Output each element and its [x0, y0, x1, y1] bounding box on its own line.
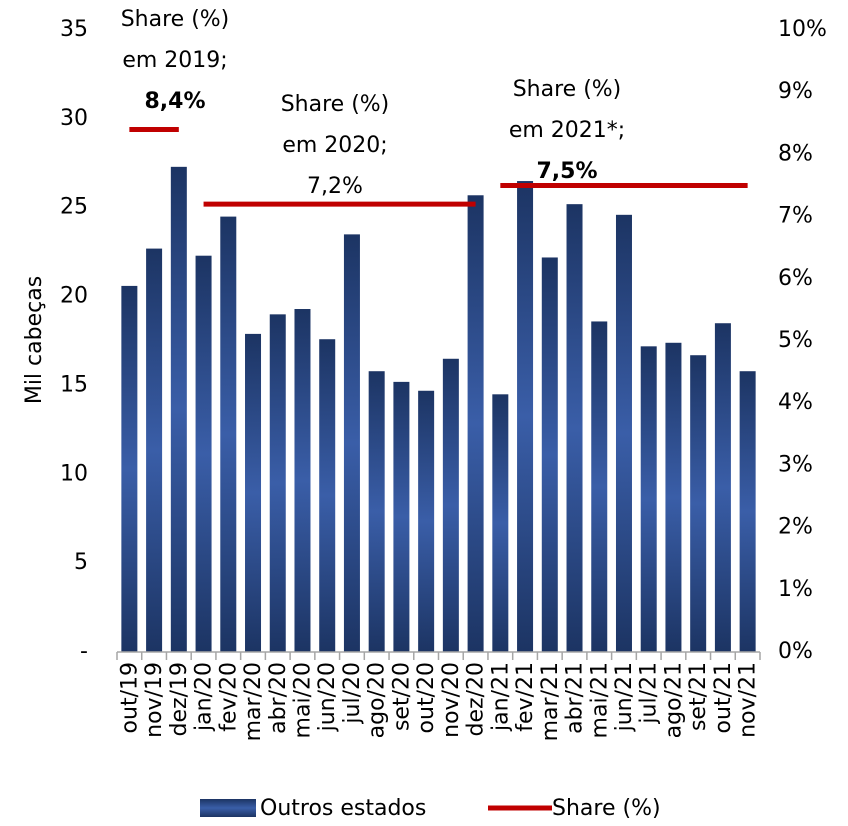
x-tick-label: nov/20	[439, 662, 464, 738]
y-tick-label: 5	[74, 550, 88, 575]
x-tick-label: jun/20	[315, 662, 340, 732]
y2-tick-label: 9%	[778, 79, 813, 104]
bar	[517, 181, 534, 653]
bar	[442, 358, 459, 652]
bar	[220, 216, 237, 652]
x-tick-label: abr/21	[563, 662, 588, 734]
annotation-label: 8,4%	[144, 89, 205, 114]
annotation-text: Share (%)	[281, 92, 390, 117]
x-tick-label: mar/21	[538, 662, 563, 741]
y2-tick-label: 8%	[778, 141, 813, 166]
y-tick-label: -	[80, 639, 88, 664]
annotation-label: 7,2%	[307, 174, 363, 199]
x-tick-label: mai/21	[587, 662, 612, 738]
bar	[393, 381, 410, 652]
annotation-text: em 2020;	[282, 133, 387, 158]
annotation-text: Share (%)	[513, 77, 622, 102]
x-tick-label: dez/20	[464, 662, 489, 736]
x-tick-label: jan/20	[192, 662, 217, 732]
y-tick-label: 20	[60, 284, 88, 309]
bar	[319, 339, 336, 652]
x-tick-label: fev/21	[513, 662, 538, 732]
bar	[640, 346, 657, 652]
bar	[492, 394, 509, 652]
bar	[418, 390, 435, 652]
annotation-label: 7,5%	[536, 159, 597, 184]
annotation-text: em 2019;	[122, 48, 227, 73]
bar	[714, 323, 731, 652]
x-tick-label: set/21	[686, 662, 711, 731]
x-tick-label: ago/21	[661, 662, 686, 738]
bar	[566, 204, 583, 652]
bar	[195, 255, 212, 652]
legend-label: Outros estados	[260, 796, 426, 821]
y2-tick-label: 3%	[778, 452, 813, 477]
bar	[121, 285, 138, 652]
bar	[269, 314, 286, 652]
y-tick-label: 10	[60, 461, 88, 486]
y2-tick-label: 6%	[778, 266, 813, 291]
x-tick-label: out/20	[414, 662, 439, 733]
y-tick-label: 15	[60, 372, 88, 397]
x-tick-label: set/20	[389, 662, 414, 731]
x-tick-label: mar/20	[241, 662, 266, 741]
y-axis-label: Mil cabeças	[22, 276, 47, 404]
bar	[615, 214, 632, 652]
x-tick-label: fev/20	[216, 662, 241, 732]
legend-swatch	[200, 799, 256, 817]
y2-tick-label: 0%	[778, 639, 813, 664]
x-tick-label: jul/20	[340, 662, 365, 725]
bar	[541, 257, 558, 652]
bar	[467, 195, 484, 652]
x-tick-label: nov/19	[142, 662, 167, 738]
bar	[146, 248, 163, 653]
x-tick-label: ago/20	[365, 662, 390, 738]
y2-tick-label: 4%	[778, 390, 813, 415]
x-tick-label: jul/21	[637, 662, 662, 725]
annotation-text: Share (%)	[121, 7, 230, 32]
x-tick-label: jan/21	[488, 662, 513, 732]
annotation-text: em 2021*;	[509, 118, 625, 143]
x-tick-label: abr/20	[266, 662, 291, 734]
y-tick-label: 30	[60, 106, 88, 131]
x-tick-label: dez/19	[167, 662, 192, 736]
x-tick-label: nov/21	[736, 662, 761, 738]
y2-tick-label: 5%	[778, 328, 813, 353]
bar	[294, 309, 311, 652]
legend-label: Share (%)	[552, 796, 661, 821]
y2-tick-label: 7%	[778, 204, 813, 229]
y2-tick-label: 10%	[778, 17, 827, 42]
x-tick-label: out/21	[711, 662, 736, 733]
bar	[343, 234, 360, 652]
y2-tick-label: 1%	[778, 577, 813, 602]
y-tick-label: 35	[60, 17, 88, 42]
bar	[170, 166, 187, 652]
bar	[591, 321, 608, 652]
bar	[245, 333, 262, 652]
x-tick-label: out/19	[117, 662, 142, 733]
x-tick-label: mai/20	[290, 662, 315, 738]
x-tick-label: jun/21	[612, 662, 637, 732]
y-tick-label: 25	[60, 195, 88, 220]
y2-tick-label: 2%	[778, 515, 813, 540]
bar	[739, 371, 756, 652]
bar	[368, 371, 385, 652]
bar	[665, 342, 682, 652]
bar	[690, 355, 707, 652]
